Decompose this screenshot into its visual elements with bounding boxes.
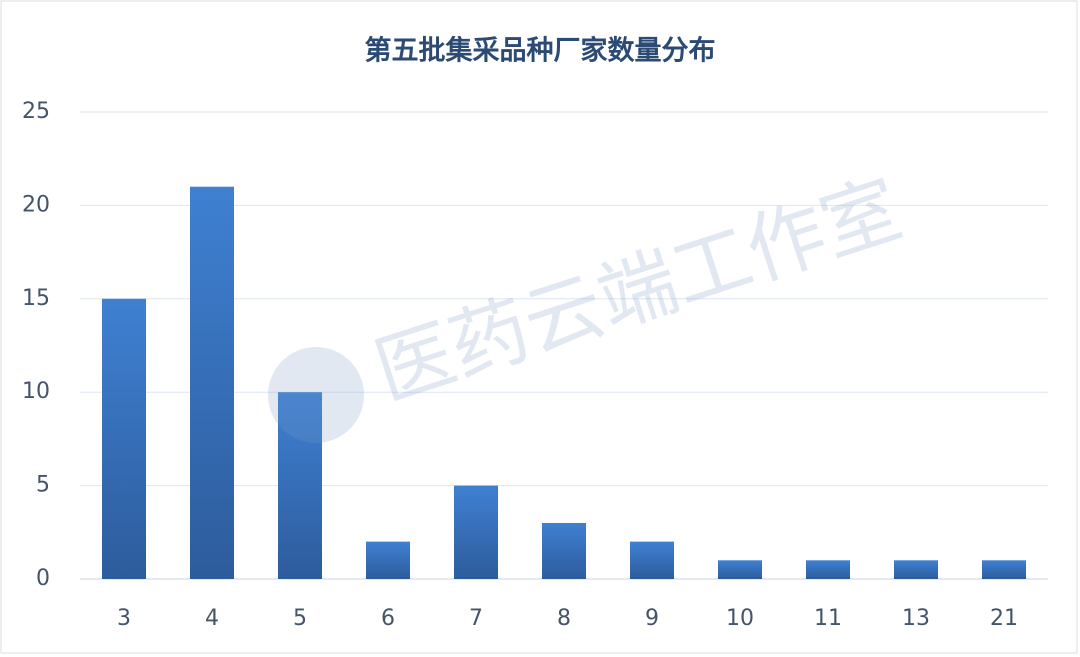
x-tick-label: 21 — [990, 606, 1018, 631]
bar — [630, 541, 674, 579]
x-tick-label: 10 — [726, 606, 754, 631]
x-tick-label: 9 — [645, 606, 659, 631]
bar — [190, 186, 234, 579]
bar — [806, 560, 850, 579]
y-tick-label: 25 — [22, 99, 50, 124]
bar — [454, 485, 498, 579]
x-tick-label: 7 — [469, 606, 483, 631]
x-tick-label: 8 — [557, 606, 571, 631]
x-tick-label: 11 — [814, 606, 842, 631]
bar — [894, 560, 938, 579]
y-tick-label: 10 — [22, 379, 50, 404]
y-tick-label: 15 — [22, 286, 50, 311]
bar — [542, 522, 586, 579]
bar — [102, 298, 146, 579]
x-tick-label: 6 — [381, 606, 395, 631]
bar — [982, 560, 1026, 579]
x-tick-label: 3 — [117, 606, 131, 631]
bar — [718, 560, 762, 579]
y-tick-label: 5 — [36, 473, 50, 498]
x-tick-label: 13 — [902, 606, 930, 631]
watermark-logo — [268, 347, 364, 443]
x-tick-label: 5 — [293, 606, 307, 631]
y-tick-label: 20 — [22, 192, 50, 217]
y-tick-label: 0 — [36, 566, 50, 591]
x-tick-label: 4 — [205, 606, 219, 631]
bar — [366, 541, 410, 579]
bar — [278, 392, 322, 579]
chart-title: 第五批集采品种厂家数量分布 — [365, 35, 716, 67]
